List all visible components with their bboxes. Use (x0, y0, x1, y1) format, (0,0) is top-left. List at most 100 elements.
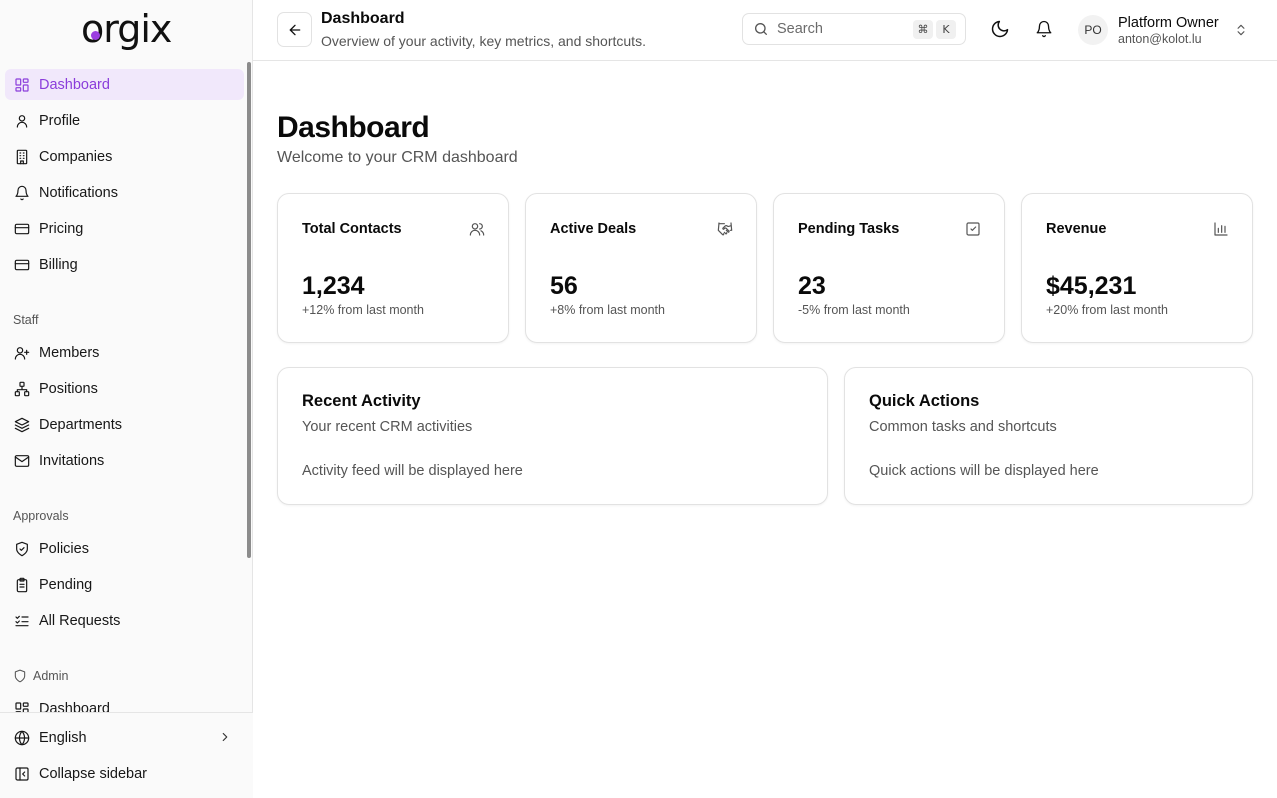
sidebar-item-label: Positions (39, 380, 98, 397)
list-checks-icon (15, 615, 29, 626)
section-label-text: Admin (33, 669, 69, 683)
logo-dot (91, 31, 100, 40)
shield-check-icon (16, 541, 28, 556)
stat-card-active-deals: Active Deals 56 +8% from last month (525, 193, 757, 343)
shortcut-key-k: K (936, 20, 956, 39)
sidebar-item-label: Invitations (39, 452, 105, 469)
layout-dashboard-icon (15, 77, 29, 92)
network-icon (14, 381, 30, 396)
panel-title: Quick Actions (869, 392, 980, 410)
sidebar-item-members[interactable]: Members (5, 337, 244, 368)
logo[interactable]: orgix (81, 7, 172, 51)
sidebar-item-label: All Requests (39, 612, 121, 629)
mail-icon (14, 454, 30, 467)
sidebar-item-notifications[interactable]: Notifications (5, 177, 244, 208)
sidebar-item-label: Pricing (39, 220, 84, 237)
section-label-approvals: Approvals (13, 509, 69, 523)
sidebar-item-profile[interactable]: Profile (5, 105, 244, 136)
stat-value: 1,234 (302, 272, 365, 300)
sidebar-item-label: Departments (39, 416, 123, 433)
bar-chart-icon (1214, 222, 1228, 236)
sidebar-nav: Dashboard Profile Companies Notification… (0, 66, 253, 712)
header-title: Dashboard (321, 10, 405, 27)
users-icon (469, 223, 485, 236)
bell-icon (1036, 20, 1052, 38)
clipboard-icon (16, 577, 28, 592)
language-selector[interactable]: English (5, 722, 244, 753)
sidebar-item-all-requests[interactable]: All Requests (5, 605, 244, 636)
credit-card-icon (14, 223, 30, 234)
top-bar: Dashboard Overview of your activity, key… (253, 0, 1277, 61)
section-label-admin: Admin (13, 669, 68, 683)
search-box[interactable]: ⌘ K (742, 13, 966, 45)
quick-actions-card: Quick Actions Common tasks and shortcuts… (844, 367, 1253, 505)
stat-value: 56 (550, 272, 578, 300)
panel-left-icon (15, 766, 29, 781)
panel-title: Recent Activity (302, 392, 421, 410)
section-label-staff: Staff (13, 313, 39, 327)
logo-text: orgix (81, 7, 172, 51)
panel-description: Your recent CRM activities (302, 419, 473, 435)
stat-change: +20% from last month (1046, 303, 1168, 317)
stat-title: Total Contacts (302, 221, 402, 237)
sidebar-item-label: Profile (39, 112, 81, 129)
sidebar-item-policies[interactable]: Policies (5, 533, 244, 564)
chevron-right-icon (222, 732, 228, 742)
handshake-icon (717, 222, 733, 236)
user-info: Platform Owner anton@kolot.lu (1118, 15, 1219, 46)
language-label: English (39, 729, 87, 746)
sidebar-item-billing[interactable]: Billing (5, 249, 244, 280)
stat-change: +8% from last month (550, 303, 665, 317)
header-subtitle: Overview of your activity, key metrics, … (321, 33, 646, 49)
layers-icon (14, 417, 30, 432)
notifications-button[interactable] (1031, 16, 1057, 42)
user-icon (16, 114, 28, 128)
back-button[interactable] (277, 12, 312, 47)
stat-title: Revenue (1046, 221, 1107, 237)
square-check-icon (966, 222, 980, 236)
sidebar-item-admin-dashboard[interactable]: Dashboard (5, 693, 244, 712)
search-input[interactable] (777, 21, 917, 37)
stat-change: -5% from last month (798, 303, 910, 317)
sidebar-item-label: Pending (39, 576, 93, 593)
stat-card-pending-tasks: Pending Tasks 23 -5% from last month (773, 193, 1005, 343)
sidebar-item-pricing[interactable]: Pricing (5, 213, 244, 244)
sidebar-item-label: Dashboard (39, 700, 110, 713)
sidebar: orgix Dashboard Profile Companies Notifi… (0, 0, 253, 798)
sidebar-item-departments[interactable]: Departments (5, 409, 244, 440)
chevrons-up-down-icon (1237, 24, 1245, 36)
collapse-sidebar-button[interactable]: Collapse sidebar (5, 758, 244, 789)
page-title: Dashboard (277, 111, 430, 144)
user-menu[interactable]: PO Platform Owner anton@kolot.lu (1078, 10, 1248, 50)
page-subtitle: Welcome to your CRM dashboard (277, 149, 518, 166)
globe-icon (14, 730, 30, 745)
shortcut-key-cmd: ⌘ (913, 20, 933, 39)
sidebar-item-dashboard[interactable]: Dashboard (5, 69, 244, 100)
search-icon (755, 23, 767, 35)
sidebar-footer: English Collapse sidebar (0, 712, 253, 798)
stat-title: Active Deals (550, 221, 637, 237)
theme-toggle-button[interactable] (987, 16, 1013, 42)
stat-card-total-contacts: Total Contacts 1,234 +12% from last mont… (277, 193, 509, 343)
building-icon (16, 149, 28, 164)
collapse-label: Collapse sidebar (39, 765, 148, 782)
user-email: anton@kolot.lu (1118, 31, 1202, 46)
sidebar-item-invitations[interactable]: Invitations (5, 445, 244, 476)
sidebar-item-label: Policies (39, 540, 89, 557)
arrow-left-icon (289, 24, 300, 35)
panel-description: Common tasks and shortcuts (869, 419, 1057, 435)
sidebar-item-label: Dashboard (39, 76, 110, 93)
moon-icon (991, 20, 1009, 38)
sidebar-item-pending[interactable]: Pending (5, 569, 244, 600)
bell-icon (15, 185, 29, 200)
sidebar-item-positions[interactable]: Positions (5, 373, 244, 404)
user-plus-icon (14, 346, 30, 360)
shield-icon (14, 669, 26, 683)
sidebar-item-companies[interactable]: Companies (5, 141, 244, 172)
sidebar-item-label: Billing (39, 256, 78, 273)
stat-value: $45,231 (1046, 272, 1137, 300)
sidebar-scrollbar[interactable] (247, 62, 251, 558)
stat-value: 23 (798, 272, 826, 300)
main-content: Dashboard Welcome to your CRM dashboard … (253, 61, 1277, 798)
stat-title: Pending Tasks (798, 221, 900, 237)
